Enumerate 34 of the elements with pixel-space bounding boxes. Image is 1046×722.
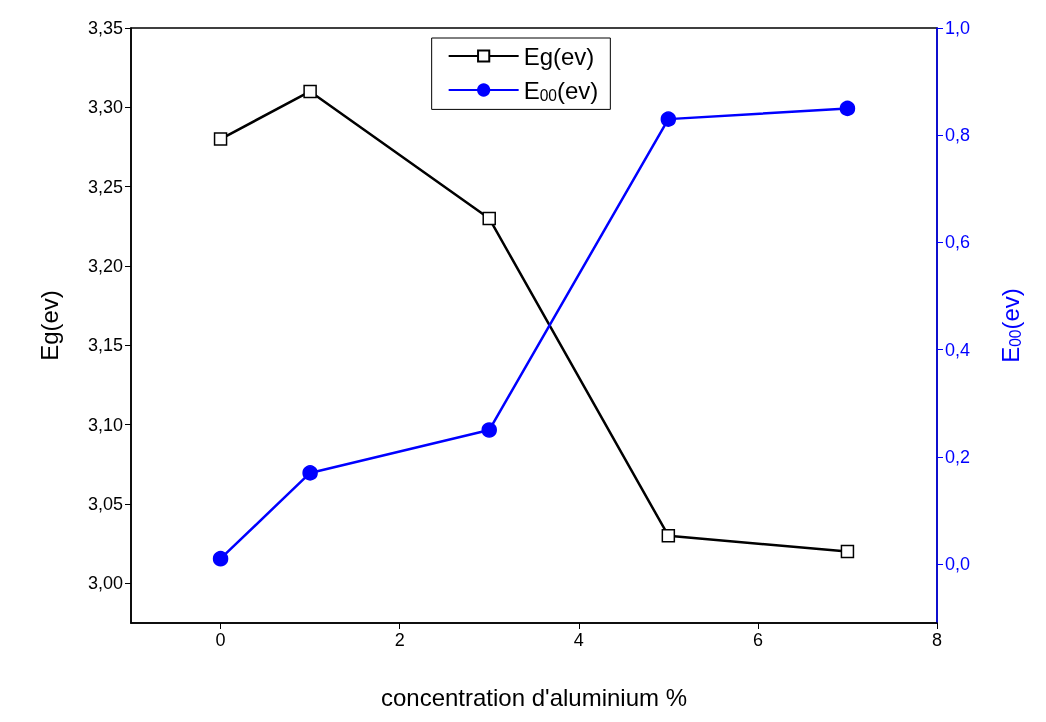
point [302, 465, 318, 481]
y-tick-label: 3,00 [87, 573, 123, 594]
x-tick-label: 4 [573, 630, 584, 650]
legend-label: E00(ev) [523, 76, 599, 104]
y-tick-label: 3,05 [87, 494, 123, 514]
x-tick-label: 0 [215, 630, 226, 650]
y-tick-label: 3,25 [87, 176, 123, 197]
y2-tick-label: 0,2 [945, 446, 971, 467]
y-tick-label: 3,15 [87, 335, 123, 356]
point [482, 211, 496, 226]
point [840, 544, 855, 559]
y2-tick-label: 0,8 [945, 125, 971, 146]
point [303, 84, 317, 99]
y2-axis-title: E00(ev) [996, 288, 1025, 363]
x-tick-label: 2 [394, 630, 405, 650]
y2-tick-label: 1,0 [945, 18, 971, 38]
point [839, 100, 856, 117]
x-axis-title: concentration d'aluminium % [380, 683, 688, 711]
y-tick-label: 3,30 [87, 97, 123, 118]
y-tick-label: 3,35 [87, 18, 123, 38]
legend-label: Eg(ev) [523, 42, 595, 70]
x-tick-label: 8 [931, 630, 943, 650]
point [660, 111, 677, 127]
point [212, 550, 229, 567]
point [481, 422, 497, 438]
y-tick-label: 3,10 [87, 414, 123, 435]
x-tick-label: 6 [752, 630, 763, 650]
y2-tick-label: 0,4 [945, 339, 971, 360]
y-tick-label: 3,20 [87, 256, 123, 276]
y2-tick-label: 0,0 [945, 554, 971, 575]
point [213, 132, 228, 146]
y-axis-title: Eg(ev) [35, 290, 63, 361]
y2-tick-label: 0,6 [945, 232, 971, 253]
point [661, 528, 676, 543]
